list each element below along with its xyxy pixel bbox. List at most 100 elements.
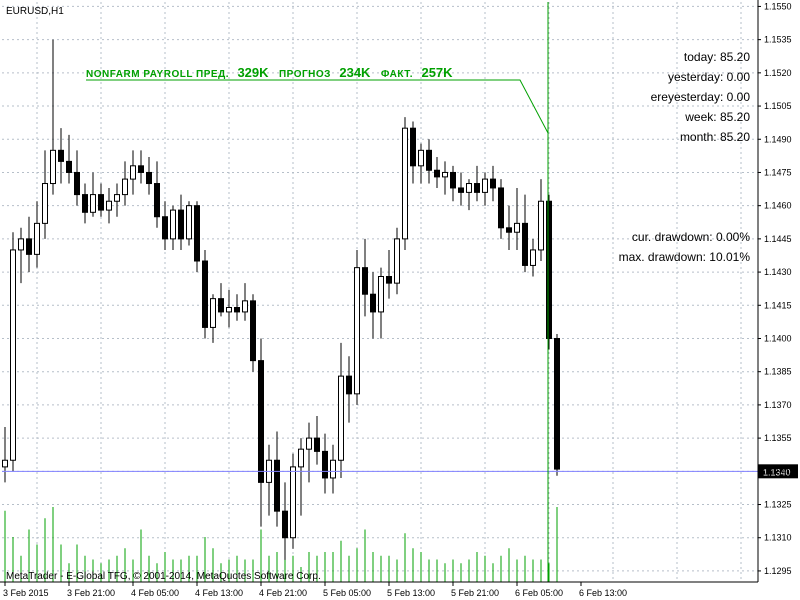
candle-bear	[554, 337, 560, 470]
candle-bear	[258, 360, 264, 483]
candle-bull	[18, 238, 24, 251]
y-tick-label: 1.1295	[764, 566, 792, 576]
candle-bear	[218, 298, 224, 313]
candle-bear	[26, 238, 32, 255]
candle-bull	[466, 183, 472, 193]
news-event: NONFARM PAYROLL ПРЕД.	[86, 69, 229, 80]
candle-bull	[130, 165, 136, 180]
y-tick-label: 1.1490	[764, 134, 792, 144]
candle-bear	[98, 194, 104, 211]
candle-bull	[10, 249, 16, 461]
candle-bull	[330, 459, 336, 479]
news-forecast-value: 234K	[339, 65, 371, 80]
candle-bull	[210, 298, 216, 328]
y-tick-label: 1.1310	[764, 533, 792, 543]
y-tick-label: 1.1505	[764, 101, 792, 111]
candle-bear	[194, 205, 200, 262]
x-tick-label: 4 Feb 21:00	[259, 588, 307, 598]
candle-bear	[522, 222, 528, 266]
candle-bull	[306, 437, 312, 450]
candle-bear	[250, 300, 256, 362]
y-tick-label: 1.1430	[764, 267, 792, 277]
candle-bear	[386, 276, 392, 284]
candle-bull	[290, 466, 296, 539]
candle-bear	[154, 183, 160, 218]
candle-bull	[298, 448, 304, 468]
candle-bull	[170, 209, 176, 240]
y-tick-label: 1.1415	[764, 300, 792, 310]
candle-bull	[186, 205, 192, 240]
candle-bear	[490, 178, 496, 189]
candle-bull	[378, 276, 384, 313]
candle-bull	[50, 149, 56, 185]
x-tick-label: 3 Feb 2015	[3, 588, 49, 598]
x-tick-label: 5 Feb 13:00	[387, 588, 435, 598]
candle-bear	[178, 209, 184, 240]
candle-bear	[282, 510, 288, 539]
candle-bear	[74, 171, 80, 196]
candle-bear	[410, 127, 416, 167]
svg-text:NONFARM PAYROLL ПРЕД. 32: NONFARM PAYROLL ПРЕД. 329K ПРОГНОЗ 234K …	[86, 64, 453, 81]
candle-bear	[138, 165, 144, 173]
x-tick-label: 6 Feb 05:00	[515, 588, 563, 598]
news-annotation: NONFARM PAYROLL ПРЕД. 329K ПРОГНОЗ 234K …	[86, 64, 453, 81]
volume-bars	[4, 507, 558, 582]
y-tick-label: 1.1475	[764, 167, 792, 177]
candle-bear	[346, 375, 352, 395]
news-actual-label: ФАКТ.	[381, 69, 413, 80]
y-tick-label: 1.1550	[764, 1, 792, 11]
chart-grid	[2, 2, 758, 582]
stat-yesterday: yesterday: 0.00	[668, 70, 750, 84]
candle-bear	[82, 194, 88, 213]
candle-bull	[226, 306, 232, 313]
candle-bull	[354, 267, 360, 395]
candle-bear	[58, 149, 64, 162]
chart-overlay: 1.1340	[2, 2, 798, 582]
news-forecast-label: ПРОГНОЗ	[279, 69, 331, 80]
x-tick-label: 5 Feb 21:00	[451, 588, 499, 598]
copyright-text: MetaTrader - E-Global TFG, © 2001-2014, …	[6, 571, 321, 582]
y-tick-label: 1.1370	[764, 400, 792, 410]
candle-bull	[394, 238, 400, 284]
candle-bear	[314, 437, 320, 452]
candle-bear	[370, 293, 376, 313]
candle-bull	[34, 222, 40, 255]
candle-bear	[362, 267, 368, 295]
candle-bear	[506, 227, 512, 233]
candle-bull	[530, 249, 536, 266]
x-tick-label: 4 Feb 13:00	[195, 588, 243, 598]
candle-bull	[538, 200, 544, 251]
y-tick-label: 1.1385	[764, 367, 792, 377]
candle-bear	[426, 149, 432, 171]
x-tick-label: 4 Feb 05:00	[131, 588, 179, 598]
candle-bull	[338, 375, 344, 461]
candle-bear	[546, 200, 552, 339]
candle-bull	[122, 178, 128, 196]
candlestick-series	[2, 39, 560, 560]
candle-bull	[90, 194, 96, 213]
current-price-label: 1.1340	[763, 467, 791, 477]
candle-bear	[274, 459, 280, 512]
drawdown-stats: cur. drawdown: 0.00% max. drawdown: 10.0…	[619, 230, 751, 264]
y-tick-label: 1.1400	[764, 333, 792, 343]
x-tick-label: 3 Feb 21:00	[67, 588, 115, 598]
y-tick-label: 1.1535	[764, 35, 792, 45]
candle-bear	[234, 306, 240, 313]
stat-max-drawdown: max. drawdown: 10.01%	[619, 250, 751, 264]
candle-bull	[114, 194, 120, 202]
candle-bear	[66, 160, 72, 173]
profit-stats: today: 85.20 yesterday: 0.00 ereyesterda…	[651, 50, 751, 144]
news-actual-value: 257K	[421, 65, 453, 80]
candle-bull	[106, 200, 112, 211]
y-tick-label: 1.1520	[764, 68, 792, 78]
candle-bull	[42, 183, 48, 224]
y-tick-label: 1.1445	[764, 234, 792, 244]
y-tick-label: 1.1355	[764, 433, 792, 443]
candle-bull	[242, 300, 248, 313]
stat-cur-drawdown: cur. drawdown: 0.00%	[632, 230, 750, 244]
news-connector	[86, 79, 549, 134]
news-prev-value: 329K	[237, 65, 269, 80]
candle-bull	[514, 222, 520, 233]
